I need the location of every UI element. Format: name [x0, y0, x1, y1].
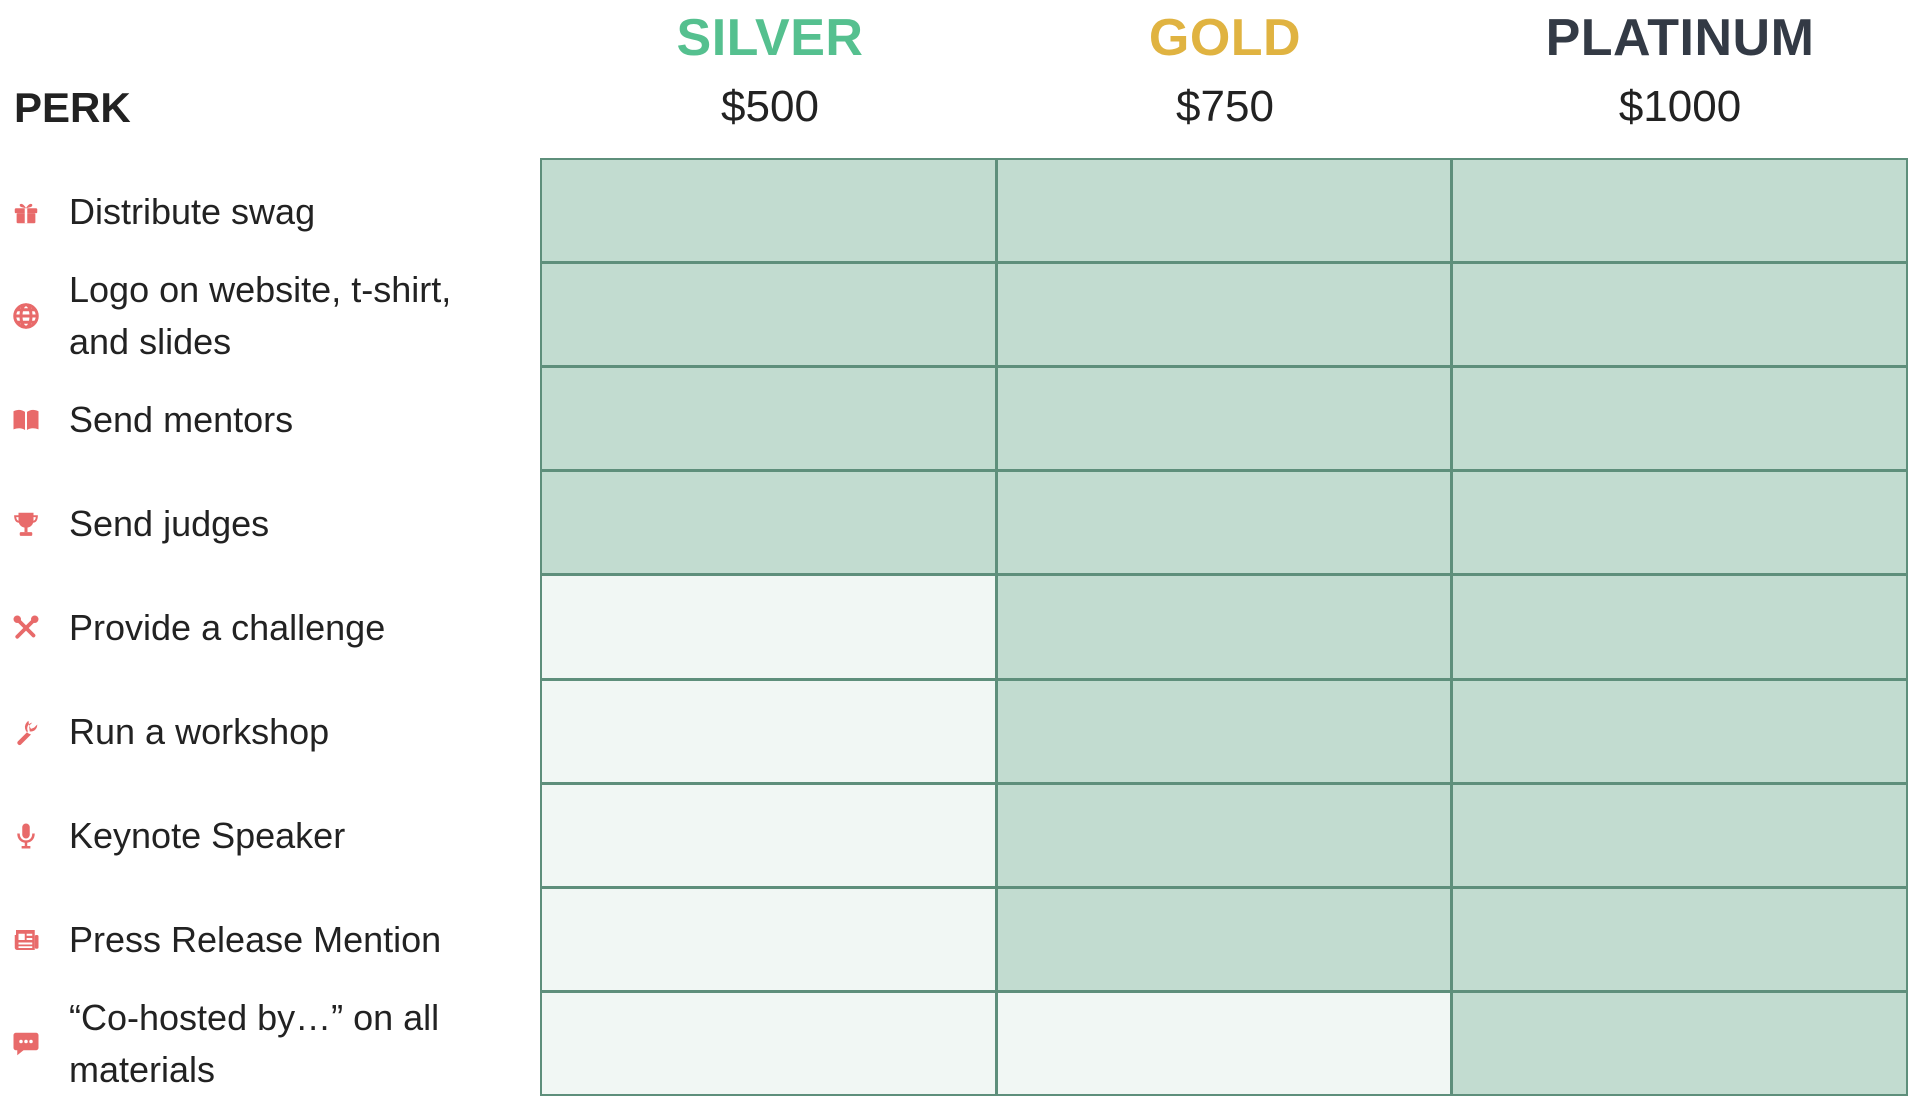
tier-cell-included [1453, 680, 1906, 782]
tier-comparison-grid [540, 158, 1908, 1096]
chat-bubble-icon [0, 1029, 52, 1059]
wrench-icon [0, 717, 52, 747]
tier-cell-excluded [542, 576, 995, 678]
tier-cell-included [997, 680, 1451, 782]
perk-row: “Co-hosted by…” on all materials [0, 992, 530, 1096]
perk-label: Distribute swag [69, 191, 316, 232]
tier-cell-included [1453, 368, 1906, 470]
tier-cell-included [1453, 992, 1906, 1094]
perk-label: Send mentors [69, 399, 294, 440]
tier-cell-excluded [542, 784, 995, 886]
tier-name-platinum: PLATINUM [1545, 9, 1815, 67]
perk-label: Logo on website, t-shirt, and slides [69, 269, 452, 362]
tier-cell-included [997, 784, 1451, 886]
tier-cell-included [542, 368, 995, 470]
tier-cell-included [1453, 472, 1906, 574]
book-icon [0, 405, 52, 435]
tier-cell-included [997, 888, 1451, 990]
tier-cell-included [1453, 784, 1906, 886]
perk-row: Provide a challenge [0, 576, 530, 680]
microphone-icon [0, 821, 52, 851]
tier-cell-included [997, 160, 1451, 262]
tier-cell-included [997, 368, 1451, 470]
globe-icon [0, 301, 52, 331]
tier-price-platinum: $1000 [1618, 82, 1742, 131]
perk-row: Keynote Speaker [0, 784, 530, 888]
perk-row: Run a workshop [0, 680, 530, 784]
perk-row: Send judges [0, 472, 530, 576]
tier-name-silver: SILVER [676, 9, 864, 67]
perk-row: Logo on website, t-shirt, and slides [0, 264, 530, 368]
tools-icon [0, 613, 52, 643]
perk-row: Send mentors [0, 368, 530, 472]
tier-price-gold: $750 [1176, 82, 1274, 131]
tier-name-gold: GOLD [1148, 9, 1302, 67]
tier-price-silver: $500 [721, 82, 819, 131]
perk-column-header: PERK [14, 84, 131, 131]
tier-cell-included [542, 160, 995, 262]
perk-label: Run a workshop [69, 711, 330, 752]
perk-label: Provide a challenge [69, 607, 386, 648]
perk-row: Press Release Mention [0, 888, 530, 992]
perk-label: Press Release Mention [69, 919, 442, 960]
gift-icon [0, 197, 52, 227]
trophy-icon [0, 509, 52, 539]
perk-label: “Co-hosted by…” on all materials [69, 997, 440, 1090]
tier-cell-included [997, 576, 1451, 678]
tier-cell-excluded [542, 888, 995, 990]
perk-label: Keynote Speaker [69, 815, 346, 856]
tier-cell-included [997, 472, 1451, 574]
tier-cell-excluded [542, 680, 995, 782]
tier-cell-excluded [542, 992, 995, 1094]
tier-cell-included [1453, 264, 1906, 366]
tier-cell-included [1453, 160, 1906, 262]
tier-cell-included [997, 264, 1451, 366]
tier-cell-included [1453, 888, 1906, 990]
tier-cell-included [542, 472, 995, 574]
newspaper-icon [0, 925, 52, 955]
tier-cell-included [542, 264, 995, 366]
perk-label: Send judges [69, 503, 270, 544]
tier-cell-excluded [997, 992, 1451, 1094]
tier-cell-included [1453, 576, 1906, 678]
perk-row: Distribute swag [0, 160, 530, 264]
